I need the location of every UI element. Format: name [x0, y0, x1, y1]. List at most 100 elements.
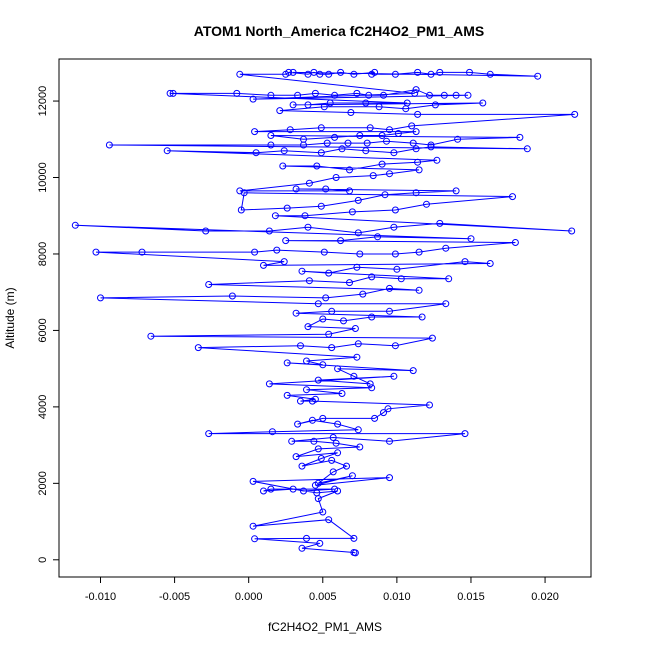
data-point: [304, 223, 312, 231]
data-point: [273, 246, 281, 254]
data-point: [486, 70, 494, 78]
data-point: [371, 414, 379, 422]
data-point: [267, 91, 275, 99]
data-point: [415, 286, 423, 294]
data-point: [366, 380, 374, 388]
data-point: [328, 456, 336, 464]
data-point: [294, 91, 302, 99]
data-point: [311, 89, 319, 97]
data-point: [414, 68, 422, 76]
y-tick-label: 4000: [37, 395, 49, 419]
data-point: [338, 390, 346, 397]
data-point: [391, 206, 399, 214]
data-point: [366, 124, 374, 132]
data-point: [350, 549, 358, 556]
data-point: [454, 135, 462, 143]
data-point: [428, 334, 436, 342]
data-point: [283, 359, 291, 367]
data-point: [363, 139, 371, 147]
data-point: [412, 189, 420, 197]
data-point: [383, 137, 390, 145]
data-point: [353, 263, 361, 271]
data-point: [412, 128, 420, 136]
series-points: [71, 68, 579, 557]
data-point: [436, 68, 444, 76]
data-point: [509, 193, 516, 201]
data-point: [368, 273, 376, 281]
data-point: [320, 103, 328, 111]
data-point: [236, 187, 244, 195]
data-point: [351, 325, 359, 332]
data-point: [329, 434, 337, 441]
data-point: [317, 202, 325, 210]
data-point: [265, 380, 273, 388]
data-point: [138, 248, 146, 256]
data-point: [251, 128, 259, 136]
data-point: [283, 204, 291, 212]
x-axis: -0.010 -0.005 0.000 0.005 0.010 0.015 0.020: [85, 577, 559, 603]
data-point: [431, 101, 439, 109]
data-point: [350, 70, 358, 78]
data-point: [391, 250, 399, 258]
data-point: [325, 330, 333, 338]
data-point: [298, 267, 306, 275]
data-point: [479, 99, 487, 107]
data-point: [322, 294, 330, 302]
data-point: [332, 174, 340, 181]
data-point: [322, 185, 330, 193]
data-point: [415, 166, 423, 174]
y-tick-label: 12000: [37, 86, 49, 117]
data-point: [380, 409, 387, 417]
data-point: [411, 89, 419, 97]
data-point: [374, 233, 382, 241]
data-point: [442, 300, 450, 308]
data-point: [338, 145, 346, 153]
y-tick-label: 10000: [37, 162, 49, 193]
data-point: [343, 462, 350, 470]
data-point: [348, 472, 356, 480]
data-point: [297, 397, 304, 405]
data-point: [368, 384, 376, 392]
data-point: [97, 294, 104, 302]
data-point: [461, 258, 469, 266]
data-point: [194, 344, 202, 352]
data-point: [319, 361, 327, 369]
data-point: [391, 342, 399, 350]
data-point: [433, 156, 441, 164]
data-point: [356, 443, 364, 451]
data-point: [359, 290, 367, 298]
data-point: [205, 281, 213, 288]
data-point: [390, 149, 398, 157]
data-point: [461, 430, 469, 438]
data-point: [282, 237, 290, 245]
data-point: [289, 101, 297, 109]
data-point: [337, 237, 345, 245]
data-point: [415, 248, 423, 256]
data-point: [375, 103, 383, 111]
data-point: [166, 89, 174, 97]
x-tick-label: 0.005: [309, 591, 337, 603]
data-point: [249, 522, 257, 530]
x-tick-label: 0.010: [383, 591, 411, 603]
data-point: [319, 508, 327, 516]
data-point: [300, 487, 307, 495]
data-point: [251, 535, 259, 543]
data-point: [233, 89, 241, 97]
data-point: [304, 101, 312, 109]
data-point: [249, 95, 257, 103]
data-point: [408, 122, 416, 130]
y-tick-label: 8000: [37, 242, 49, 266]
data-point: [347, 109, 355, 116]
data-point: [344, 139, 352, 147]
x-tick-label: 0.015: [457, 591, 485, 603]
y-axis: 0 2000 4000 6000 8000 10000 12000: [37, 86, 59, 563]
data-point: [251, 248, 259, 256]
data-point: [346, 187, 353, 195]
data-point: [325, 70, 333, 78]
data-point: [303, 386, 310, 394]
data-point: [260, 261, 267, 269]
data-point: [427, 141, 435, 149]
data-point: [316, 70, 324, 78]
data-point: [314, 300, 322, 308]
y-axis-label: Altitude (m): [3, 287, 17, 348]
